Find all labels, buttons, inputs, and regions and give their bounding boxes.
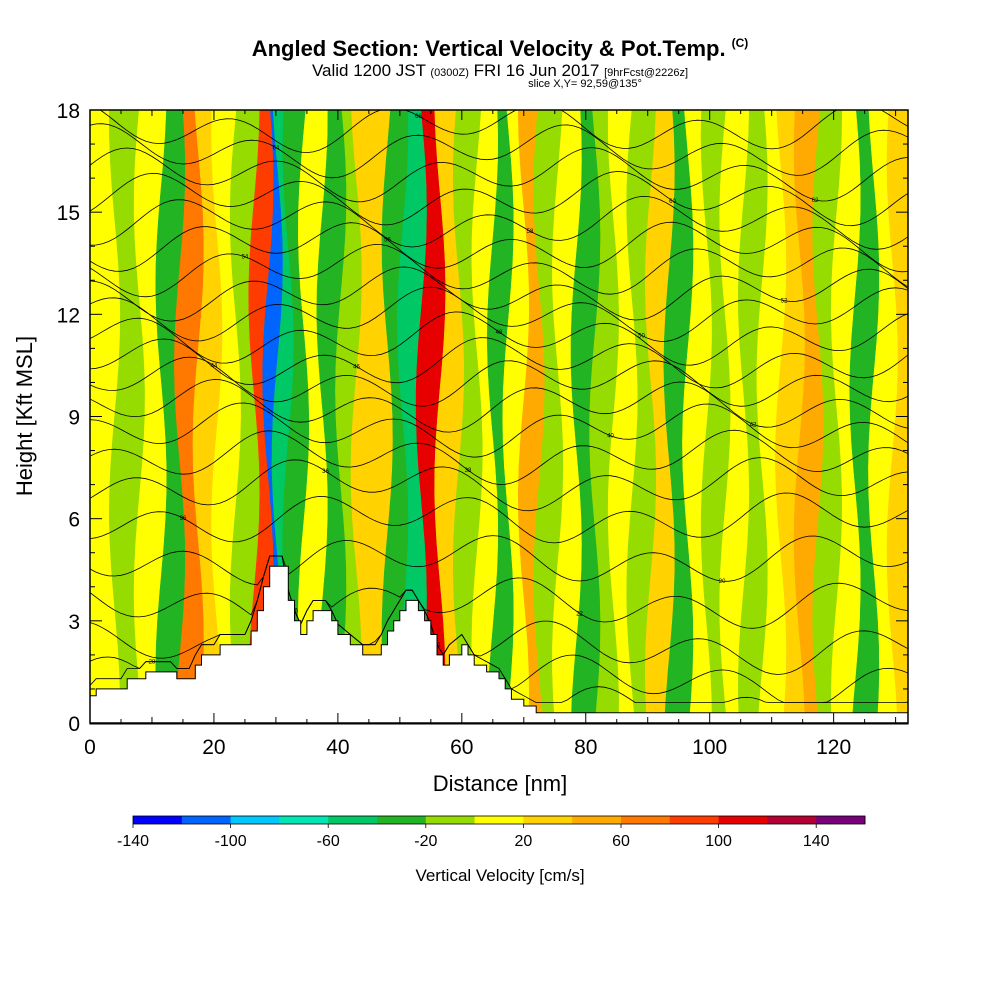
pot-temp-contour bbox=[99, 110, 908, 154]
forecast-info: [9hrFcst@2226z] bbox=[604, 67, 689, 79]
valid-time: Valid 1200 JST bbox=[311, 61, 426, 80]
velocity-field bbox=[90, 110, 908, 723]
contour-label: 44 bbox=[211, 363, 218, 369]
pot-temp-contour bbox=[90, 457, 908, 512]
y-tick-label: 6 bbox=[68, 509, 80, 532]
pot-temp-contour bbox=[90, 266, 908, 322]
pot-temp-contours: 2826242220363638404244464850525456586062… bbox=[90, 110, 908, 703]
pot-temp-contour bbox=[90, 311, 908, 366]
contour-label: 46 bbox=[353, 365, 360, 371]
y-axis-label: Height [Kft MSL] bbox=[12, 336, 37, 496]
slice-info: slice X,Y= 92,59@135° bbox=[528, 78, 642, 90]
colorbar-swatch bbox=[133, 816, 183, 824]
contour-label: 56 bbox=[384, 238, 391, 244]
colorbar-tick-label: -100 bbox=[215, 833, 247, 850]
contour-label: 54 bbox=[242, 255, 249, 261]
valid-utc: (0300Z) bbox=[430, 67, 469, 79]
contour-label: 36 bbox=[180, 516, 187, 522]
y-tick-label: 18 bbox=[57, 100, 80, 123]
pot-temp-contour bbox=[90, 243, 908, 298]
colorbar-tick-label: 20 bbox=[515, 833, 533, 850]
colorbar-swatch bbox=[230, 816, 280, 824]
pot-temp-contour bbox=[90, 555, 908, 629]
contour-label: 62 bbox=[812, 198, 819, 204]
colorbar-swatch bbox=[767, 816, 817, 824]
pot-temp-contour bbox=[90, 195, 908, 250]
y-tick-label: 3 bbox=[68, 611, 80, 634]
contour-label: 48 bbox=[496, 330, 503, 336]
colorbar-swatch bbox=[328, 816, 378, 824]
colorbar-tick-label: 60 bbox=[612, 833, 630, 850]
colorbar-tick-label: -20 bbox=[414, 833, 437, 850]
contour-label: 50 bbox=[638, 333, 645, 339]
colorbar-swatch bbox=[377, 816, 427, 824]
y-tick-label: 15 bbox=[57, 202, 80, 225]
pot-temp-contour bbox=[90, 337, 908, 389]
pot-temp-contour bbox=[90, 535, 908, 586]
pot-temp-contour bbox=[90, 379, 908, 433]
contour-label: 22 bbox=[576, 611, 583, 617]
x-tick-label: 20 bbox=[202, 736, 225, 759]
chart-title-text: Angled Section: Vertical Velocity & Pot.… bbox=[251, 36, 726, 61]
colorbar-swatch bbox=[425, 816, 476, 824]
colorbar-label: Vertical Velocity [cm/s] bbox=[415, 866, 584, 885]
contour-label: 52 bbox=[781, 299, 788, 305]
pot-temp-contour bbox=[90, 171, 908, 227]
colorbar-swatch bbox=[523, 816, 573, 824]
colorbar-swatch bbox=[572, 816, 622, 824]
pot-temp-contour bbox=[90, 147, 908, 203]
contour-label: 66 bbox=[415, 114, 422, 120]
colorbar-swatch bbox=[621, 816, 671, 824]
contour-label: 60 bbox=[669, 199, 676, 205]
contour-label: 28 bbox=[149, 660, 156, 666]
y-tick-label: 12 bbox=[57, 304, 80, 327]
chart-subtitle: Valid 1200 JST (0300Z) FRI 16 Jun 2017 [… bbox=[0, 61, 1000, 81]
contour-label: 36 bbox=[322, 469, 329, 475]
x-tick-label: 80 bbox=[574, 736, 597, 759]
colorbar-swatch bbox=[474, 816, 524, 824]
colorbar-swatch bbox=[718, 816, 768, 824]
chart-title: Angled Section: Vertical Velocity & Pot.… bbox=[0, 36, 1000, 62]
pot-temp-contour bbox=[90, 429, 908, 485]
x-tick-label: 40 bbox=[326, 736, 349, 759]
x-tick-label: 0 bbox=[84, 736, 96, 759]
colorbar-swatch bbox=[181, 816, 232, 824]
pot-temp-contour bbox=[90, 402, 908, 458]
pot-temp-contour bbox=[90, 555, 908, 675]
contour-label: 20 bbox=[719, 579, 726, 585]
pot-temp-contour bbox=[90, 123, 908, 179]
contour-label: 40 bbox=[607, 434, 614, 440]
x-axis-label: Distance [nm] bbox=[433, 771, 568, 796]
valid-date: FRI 16 Jun 2017 bbox=[473, 61, 600, 80]
terrain-mask bbox=[89, 565, 909, 725]
colorbar-tick-label: 100 bbox=[705, 833, 732, 850]
x-tick-label: 120 bbox=[816, 736, 851, 759]
colorbar-tick-label: -140 bbox=[117, 833, 149, 850]
colorbar-frame bbox=[132, 815, 866, 825]
y-tick-label: 0 bbox=[68, 713, 80, 736]
colorbar-tick-label: 140 bbox=[803, 833, 830, 850]
colorbar-swatch bbox=[279, 816, 329, 824]
colorbar: -140 -100 -60 -20 20 60 100 140 bbox=[117, 815, 866, 850]
y-tick-label: 9 bbox=[68, 407, 80, 430]
copyright-mark: (C) bbox=[731, 36, 749, 50]
contour-label: 38 bbox=[465, 468, 472, 474]
pot-temp-contour bbox=[90, 286, 908, 342]
contour-label: 64 bbox=[273, 146, 280, 152]
pot-temp-contour bbox=[90, 356, 908, 407]
colorbar-swatch bbox=[669, 816, 720, 824]
colorbar-tick-label: -60 bbox=[317, 833, 340, 850]
x-tick-label: 60 bbox=[450, 736, 473, 759]
pot-temp-contour bbox=[90, 221, 908, 273]
x-tick-label: 100 bbox=[692, 736, 727, 759]
pot-temp-contour bbox=[90, 492, 908, 544]
contour-label: 58 bbox=[527, 229, 534, 235]
contour-label: 42 bbox=[750, 422, 757, 428]
colorbar-swatch bbox=[816, 816, 866, 824]
x-axis: 0 20 40 60 80 100 120 bbox=[84, 110, 897, 759]
